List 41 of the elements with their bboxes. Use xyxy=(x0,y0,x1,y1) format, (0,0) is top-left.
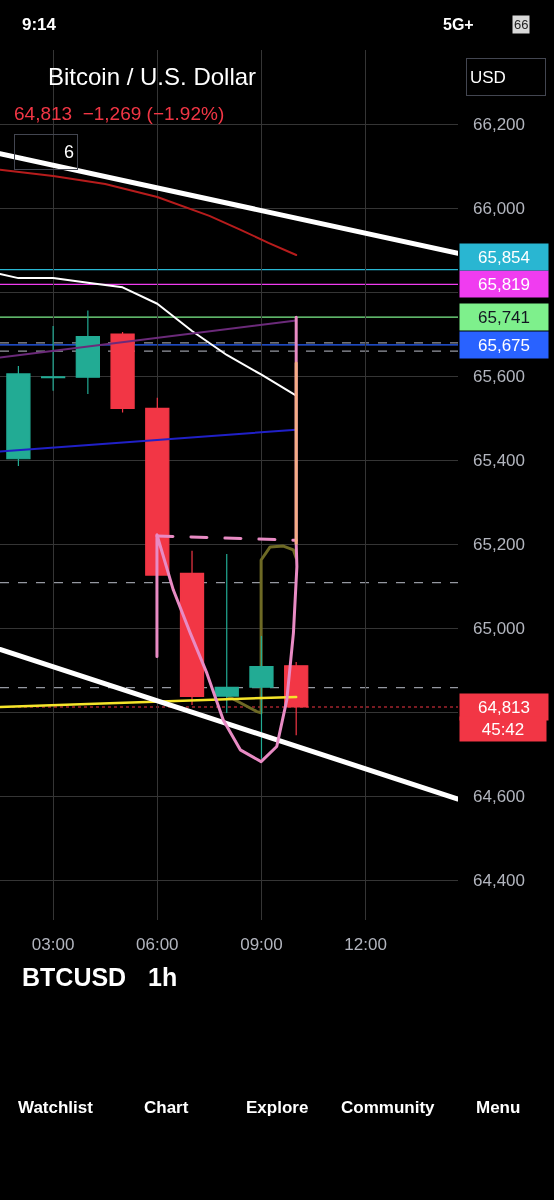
text: 9:14 xyxy=(22,15,57,34)
candlestick xyxy=(249,635,274,760)
y-tick-label: 65,200 xyxy=(473,535,525,555)
candlestick xyxy=(40,325,66,392)
line-series xyxy=(0,168,298,256)
text: 5G+ xyxy=(443,16,474,33)
text: 64,813 −1,269 (−1.92%) xyxy=(14,103,225,124)
text: Chart xyxy=(144,1098,189,1117)
text: Watchlist xyxy=(18,1098,94,1117)
candlestick xyxy=(6,365,31,467)
candlestick xyxy=(145,397,170,579)
y-tick-label: 64,400 xyxy=(473,871,525,891)
y-tick-label: 65,000 xyxy=(473,619,525,639)
x-tick-label: 12:00 xyxy=(344,935,387,954)
text: USD xyxy=(470,67,506,87)
x-tick-label: 06:00 xyxy=(136,935,179,954)
ref-line-label: 65,741 xyxy=(478,307,530,327)
annotation: 6 xyxy=(63,142,74,162)
text: 66 xyxy=(514,17,529,32)
text: Bitcoin / U.S. Dollar xyxy=(48,63,257,91)
ref-line-label: 65,675 xyxy=(478,335,530,355)
candlestick xyxy=(214,553,239,714)
y-tick-label: 66,200 xyxy=(473,115,525,135)
ref-line-label: 65,854 xyxy=(478,247,530,267)
ref-line-label: 65,819 xyxy=(478,274,530,294)
y-tick-label: 65,600 xyxy=(473,367,525,387)
y-tick-label: 65,400 xyxy=(473,451,525,471)
candlestick xyxy=(75,309,100,395)
ref-line-label: 64,813 xyxy=(478,697,530,717)
line-series xyxy=(0,272,298,397)
text: Community xyxy=(341,1098,436,1117)
text: 1h xyxy=(148,963,178,991)
y-tick-label: 66,000 xyxy=(473,199,525,219)
text: Explore xyxy=(246,1098,309,1117)
x-tick-label: 09:00 xyxy=(240,935,283,954)
text: BTCUSD xyxy=(22,963,127,991)
candlestick xyxy=(110,331,135,414)
y-tick-label: 64,600 xyxy=(473,787,525,807)
text: Menu xyxy=(476,1098,521,1117)
x-tick-label: 03:00 xyxy=(31,935,75,954)
text: 45:42 xyxy=(481,719,525,739)
